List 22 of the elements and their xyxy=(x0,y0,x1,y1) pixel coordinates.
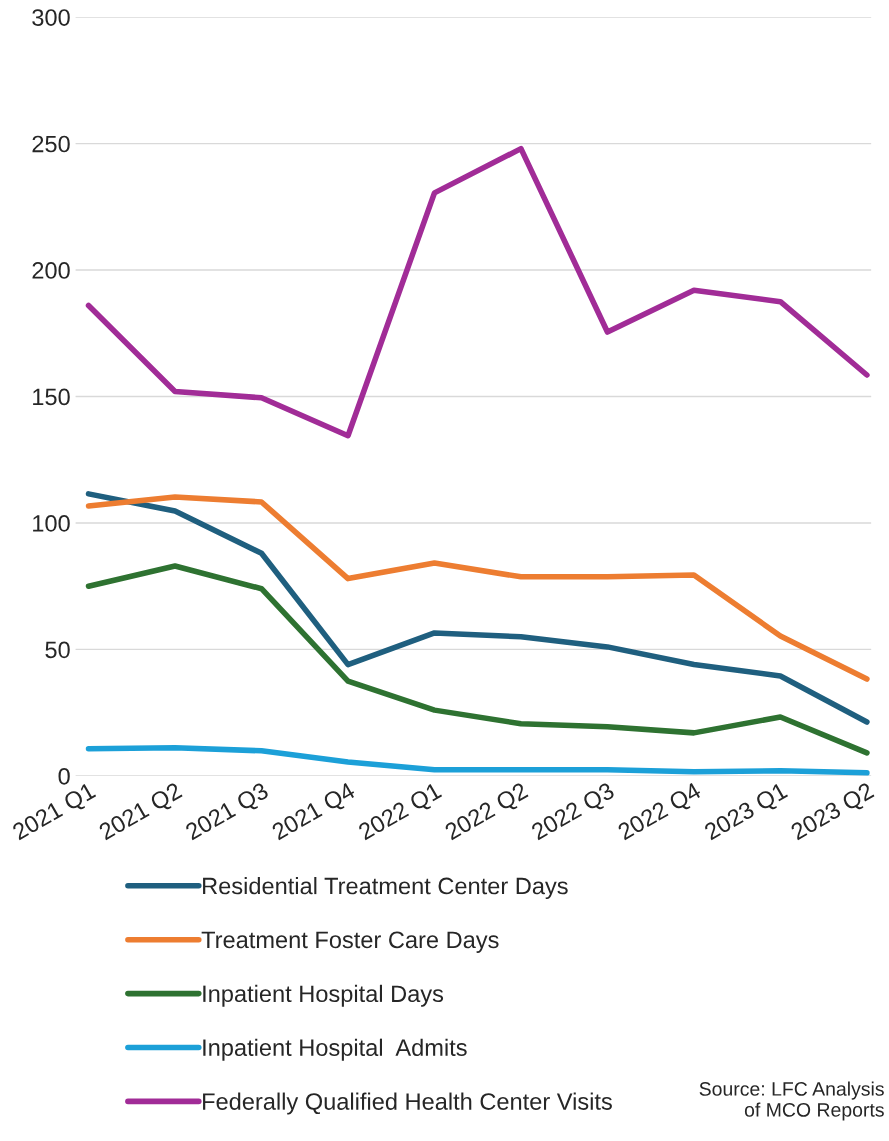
legend-label: Inpatient Hospital Days xyxy=(203,984,444,1007)
x-tick-label: 2022 Q2 xyxy=(443,781,531,845)
legend-label: Residential Treatment Center Days xyxy=(203,877,568,900)
x-tick-label: 2021 Q2 xyxy=(97,781,185,845)
legend-label: Inpatient Hospital Admits xyxy=(203,1038,467,1061)
x-tick-label: 2022 Q4 xyxy=(616,781,705,845)
x-tick-label: 2022 Q1 xyxy=(357,781,445,845)
y-tick-label: 50 xyxy=(45,641,70,659)
x-tick-label: 2023 Q2 xyxy=(789,781,877,845)
x-tick-label: 2021 Q3 xyxy=(184,781,272,845)
x-tick-label: 2022 Q3 xyxy=(530,781,618,845)
y-tick-label: 300 xyxy=(32,9,70,26)
legend-label: Treatment Foster Care Days xyxy=(201,931,499,953)
y-tick-label: 200 xyxy=(32,262,70,279)
y-tick-label: 0 xyxy=(58,767,70,785)
y-tick-label: 100 xyxy=(33,515,70,532)
y-tick-label: 250 xyxy=(32,135,70,153)
y-tick-label: 150 xyxy=(33,388,70,406)
legend-label: Federally Qualified Health Center Visits xyxy=(203,1092,612,1115)
x-tick-label: 2023 Q1 xyxy=(703,781,791,845)
source-note: Source: LFC Analysis of MCO Reports xyxy=(699,1081,884,1121)
x-tick-label: 2021 Q4 xyxy=(270,781,359,845)
